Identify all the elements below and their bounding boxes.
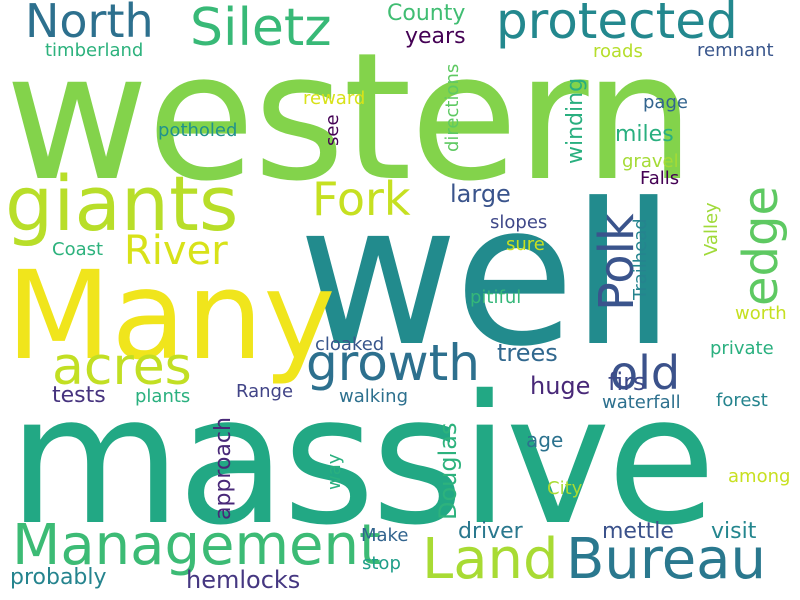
cloud-word: waterfall: [602, 392, 681, 413]
cloud-word: probably: [10, 565, 107, 590]
cloud-word: private: [710, 338, 774, 359]
cloud-word: see: [322, 114, 343, 146]
cloud-word: hemlocks: [186, 566, 301, 594]
cloud-word: slopes: [490, 212, 548, 233]
cloud-word: edge: [733, 186, 789, 306]
cloud-word: Falls: [640, 168, 680, 189]
cloud-word: sure: [506, 234, 545, 255]
cloud-word: forest: [716, 390, 768, 411]
cloud-word: tests: [52, 383, 106, 408]
cloud-word: Valley: [701, 202, 722, 256]
cloud-word: remnant: [697, 40, 774, 61]
cloud-word: driver: [458, 519, 523, 544]
cloud-word: Land: [422, 527, 559, 592]
cloud-word: pitiful: [470, 287, 522, 308]
cloud-word: huge: [530, 372, 591, 400]
cloud-word: timberland: [45, 40, 144, 61]
cloud-word: western: [5, 15, 695, 220]
cloud-word: well: [298, 162, 676, 390]
cloud-word: Management: [12, 513, 381, 578]
cloud-word: among: [728, 466, 791, 487]
cloud-word: Coast: [52, 239, 104, 260]
cloud-word: potholed: [158, 120, 238, 141]
cloud-word: Siletz: [190, 0, 332, 58]
cloud-word: worth: [735, 303, 787, 324]
cloud-word: giants: [5, 159, 239, 248]
cloud-word: massive: [8, 357, 716, 564]
cloud-word: North: [25, 0, 154, 48]
cloud-word: gravel: [622, 151, 679, 172]
cloud-word: Fork: [312, 172, 411, 226]
cloud-word: walking: [339, 386, 409, 407]
cloud-word: miles: [615, 122, 674, 147]
cloud-word: growth: [306, 334, 480, 392]
cloud-word: Make: [361, 525, 409, 546]
cloud-word: Range: [236, 381, 294, 402]
cloud-word: acres: [52, 337, 192, 397]
cloud-word: Trailhead: [630, 218, 651, 300]
cloud-word: Douglas: [434, 422, 462, 521]
cloud-word: firs: [608, 368, 646, 396]
cloud-word: winding: [563, 77, 588, 164]
cloud-word: Bureau: [566, 527, 766, 592]
cloud-word: reward: [303, 88, 366, 109]
cloud-word: approach: [211, 417, 236, 520]
cloud-word: City: [547, 478, 583, 499]
cloud-word: age: [526, 428, 564, 452]
cloud-word: large: [450, 180, 511, 208]
cloud-word: stop: [362, 553, 401, 574]
cloud-word: years: [405, 24, 466, 49]
cloud-word: visit: [711, 519, 757, 544]
cloud-word: trees: [497, 339, 558, 367]
cloud-word: old: [610, 346, 681, 400]
cloud-word: directions: [442, 63, 463, 152]
cloud-word: roads: [593, 41, 643, 62]
cloud-word: River: [124, 228, 228, 274]
cloud-word: page: [643, 92, 688, 113]
cloud-word: cloaked: [315, 334, 385, 355]
cloud-word: mettle: [602, 519, 674, 544]
cloud-word: Many: [6, 245, 336, 387]
cloud-word: plants: [135, 386, 191, 407]
cloud-word: way: [324, 453, 345, 490]
cloud-word: County: [387, 1, 466, 26]
cloud-word: protected: [496, 0, 738, 50]
